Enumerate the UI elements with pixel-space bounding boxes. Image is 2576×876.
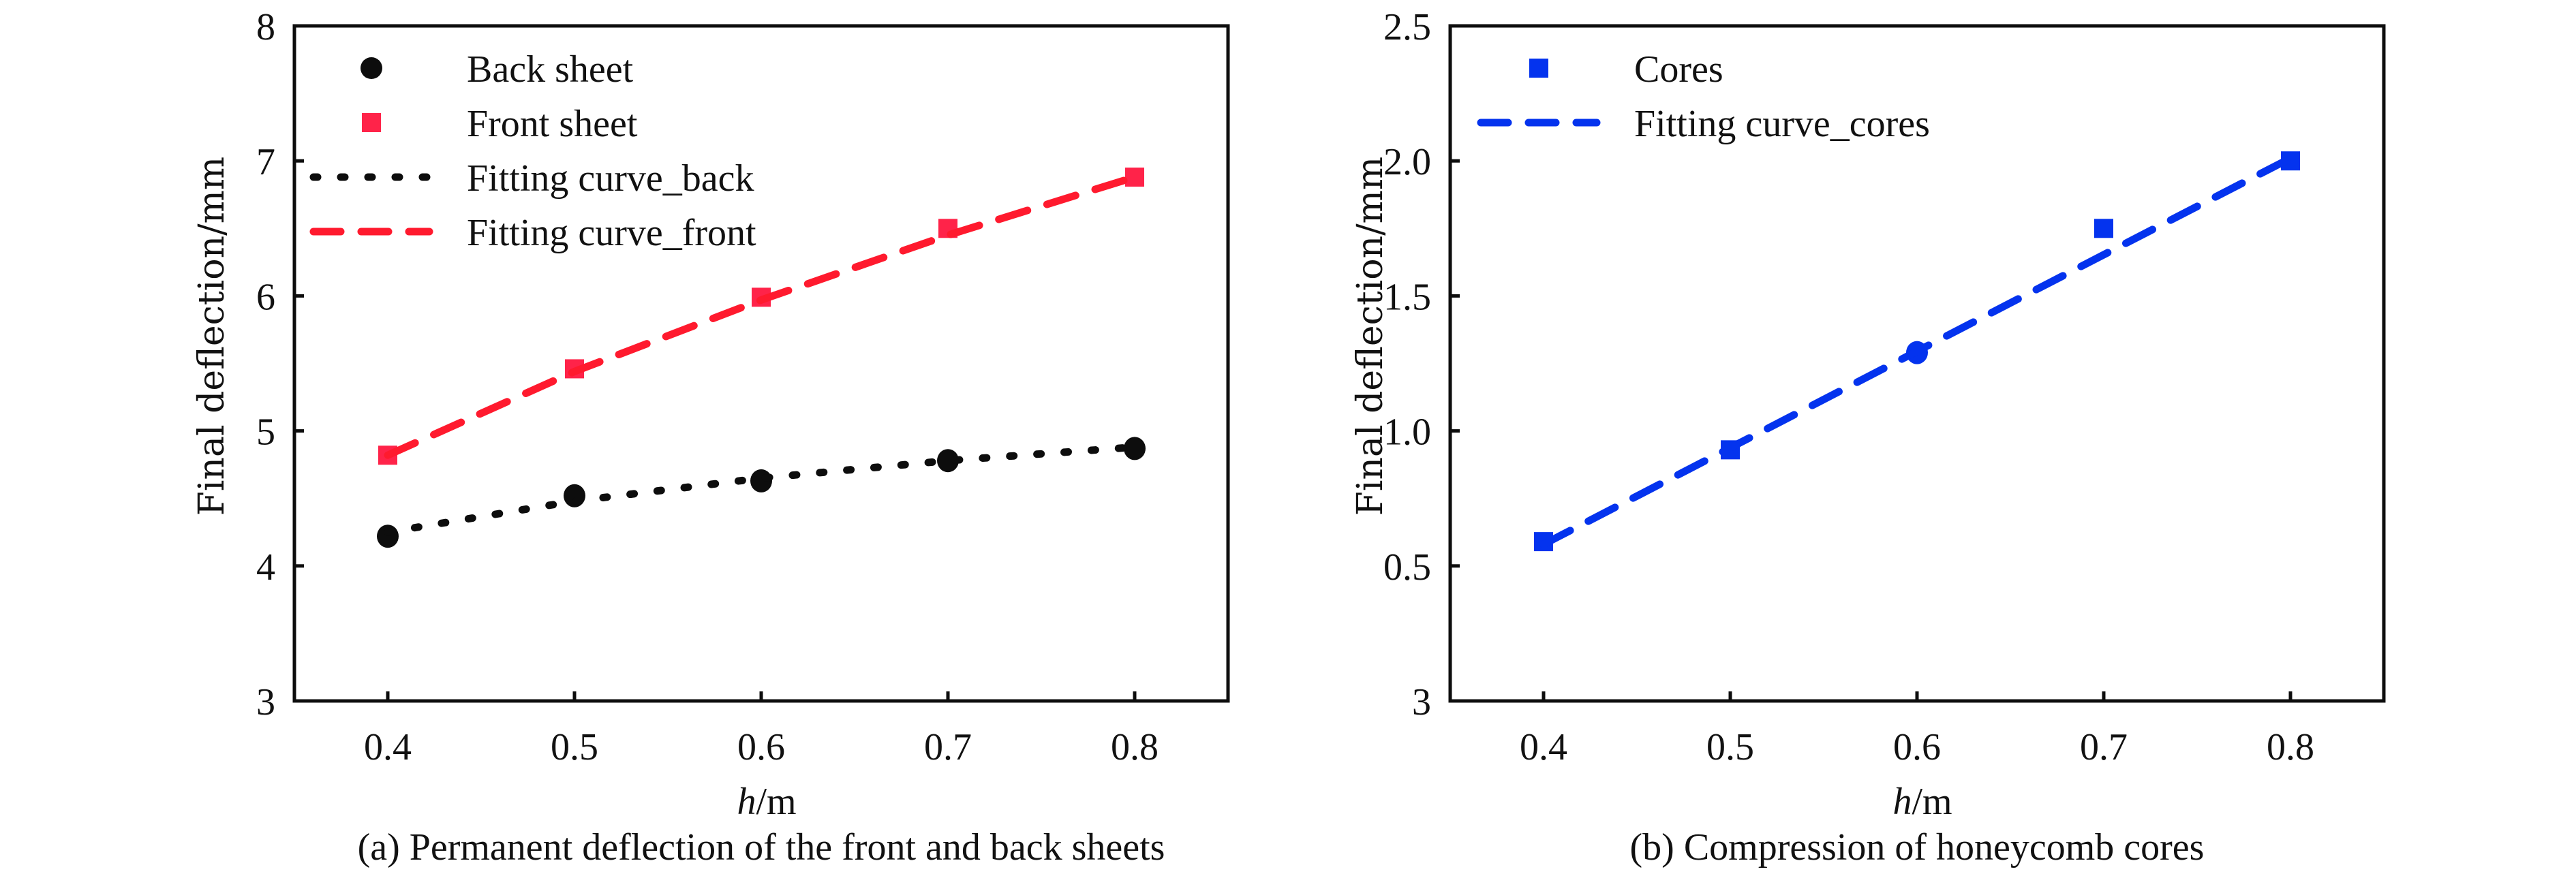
figure-caption: (a) Permanent deflection of the front an… bbox=[358, 826, 1165, 869]
legend-label: Fitting curve_cores bbox=[1634, 103, 1930, 145]
fit-line bbox=[384, 173, 1139, 459]
x-tick-label: 0.5 bbox=[551, 726, 598, 768]
data-point bbox=[937, 449, 959, 473]
legend-item: Fitting curve_cores bbox=[1477, 103, 1930, 145]
x-axis-title-var: h bbox=[1892, 781, 1912, 823]
legend-marker-symbol bbox=[362, 113, 381, 132]
fit-line bbox=[384, 443, 1139, 536]
x-tick-label: 0.8 bbox=[1111, 726, 1159, 768]
series-fitting-curve-back bbox=[384, 443, 1139, 536]
series-fitting-curve-front bbox=[384, 173, 1139, 459]
legend-label: Fitting curve_front bbox=[467, 212, 756, 254]
legend-marker-symbol bbox=[361, 57, 382, 79]
y-tick-label: 8 bbox=[256, 6, 275, 48]
figure-caption: (b) Compression of honeycomb cores bbox=[1630, 826, 2205, 869]
legend-marker-symbol bbox=[1529, 59, 1548, 78]
y-axis-title: Final deflection/mm bbox=[1350, 157, 1391, 516]
y-tick-label: 3 bbox=[1412, 681, 1431, 723]
panel-b-chart: 0.4 0.5 0.6 0.7 0.8 3 0.5 1.0 1.5 2.0 2.5 h/m Final … bbox=[1350, 6, 2386, 869]
x-axis-title-unit: /m bbox=[756, 781, 796, 823]
fit-line bbox=[1539, 154, 2295, 548]
legend-label: Back sheet bbox=[467, 48, 634, 91]
x-tick-label: 0.6 bbox=[737, 726, 785, 768]
y-tick-label: 5 bbox=[256, 411, 275, 454]
legend: Back sheet Front sheet Fitting curve_back F… bbox=[309, 48, 756, 254]
legend-label: Cores bbox=[1634, 48, 1723, 91]
data-point bbox=[1125, 167, 1144, 187]
x-tick-label: 0.4 bbox=[364, 726, 412, 768]
y-tick-label: 2.5 bbox=[1383, 6, 1431, 48]
series-fitting-curve-cores bbox=[1539, 154, 2295, 548]
x-tick-label: 0.5 bbox=[1706, 726, 1754, 768]
legend-label: Fitting curve_back bbox=[467, 157, 754, 200]
x-axis-title: h/m bbox=[737, 781, 796, 823]
legend-item: Front sheet bbox=[362, 103, 638, 145]
x-tick-label: 0.4 bbox=[1520, 726, 1567, 768]
y-tick-label: 1.5 bbox=[1383, 276, 1431, 318]
legend: Cores Fitting curve_cores bbox=[1477, 48, 1930, 145]
y-tick-label: 7 bbox=[256, 141, 275, 183]
x-tick-label: 0.8 bbox=[2267, 726, 2314, 768]
y-tick-label: 2.0 bbox=[1383, 141, 1431, 183]
plot-frame bbox=[292, 24, 1230, 703]
y-tick-label: 4 bbox=[256, 546, 275, 589]
x-tick-label: 0.7 bbox=[924, 726, 972, 768]
legend-item: Cores bbox=[1529, 48, 1723, 91]
y-tick-label: 3 bbox=[256, 681, 275, 723]
y-tick-label: 6 bbox=[256, 276, 275, 318]
data-point bbox=[377, 525, 399, 548]
panel-a-chart: 0.4 0.5 0.6 0.7 0.8 3 4 5 6 7 8 h/m Final deflection… bbox=[191, 6, 1230, 869]
legend-item: Fitting curve_front bbox=[309, 212, 756, 254]
y-axis-title: Final deflection/mm bbox=[191, 157, 232, 516]
x-axis-title: h/m bbox=[1892, 781, 1952, 823]
x-tick-label: 0.7 bbox=[2080, 726, 2128, 768]
data-point bbox=[2094, 219, 2113, 238]
legend-item: Back sheet bbox=[361, 48, 634, 91]
x-axis-title-var: h bbox=[737, 781, 756, 823]
data-point bbox=[1124, 437, 1146, 460]
x-axis-title-unit: /m bbox=[1912, 781, 1952, 823]
legend-label: Front sheet bbox=[467, 103, 638, 145]
series-back-sheet bbox=[377, 437, 1146, 548]
y-tick-label: 0.5 bbox=[1383, 546, 1431, 589]
x-tick-label: 0.6 bbox=[1893, 726, 1941, 768]
y-tick-label: 1.0 bbox=[1383, 411, 1431, 454]
legend-item: Fitting curve_back bbox=[309, 157, 754, 200]
